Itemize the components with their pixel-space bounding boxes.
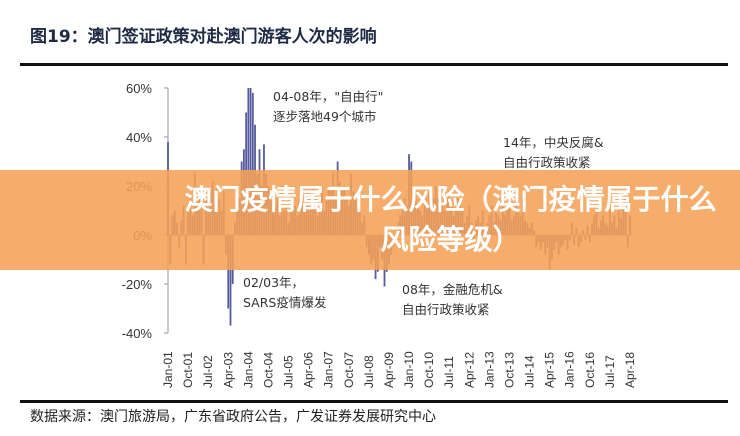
x-tick-label: Oct-16 — [583, 352, 597, 388]
annotation-line: 自由行政策收紧 — [402, 302, 490, 317]
x-tick-label: Apr-18 — [623, 352, 637, 388]
chart-title: 图19：澳门签证政策对赴澳门游客人次的影响 — [30, 27, 377, 47]
annotation-sars: 02/03年， SARS疫情爆发 — [243, 273, 326, 313]
y-tick-label: -40% — [122, 326, 153, 341]
x-tick-label: Jul-02 — [201, 355, 215, 388]
x-tick-label: Jan-07 — [322, 351, 336, 388]
x-tick-label: Apr-15 — [543, 352, 557, 388]
banner-text: 澳门疫情属于什么风险（澳门疫情属于什么风险等级） — [184, 183, 717, 256]
annotation-line: 08年，金融危机& — [402, 282, 503, 297]
annotation-line: 逐步落地49个城市 — [273, 109, 377, 124]
annotation-free-travel: 04-08年，"自由行" 逐步落地49个城市 — [273, 87, 383, 127]
x-tick-label: Jan-04 — [241, 351, 255, 388]
x-tick-label: Apr-12 — [462, 352, 476, 388]
bar — [249, 88, 252, 235]
x-tick-label: Jul-05 — [282, 355, 296, 388]
annotation-line: 02/03年， — [243, 275, 305, 290]
x-tick-label: Jul-14 — [523, 355, 537, 388]
annotation-financial-crisis: 08年，金融危机& 自由行政策收紧 — [402, 280, 503, 320]
annotation-line: 04-08年，"自由行" — [273, 89, 384, 104]
x-tick-label: Apr-09 — [382, 352, 396, 388]
x-tick-label: Oct-07 — [342, 352, 356, 388]
x-tick-label: Apr-06 — [302, 352, 316, 388]
overlay-banner: 澳门疫情属于什么风险（澳门疫情属于什么风险等级） — [0, 170, 740, 270]
x-tick-label: Jul-08 — [362, 355, 376, 388]
x-tick-label: Jul-17 — [603, 355, 617, 388]
x-tick-label: Jan-01 — [161, 351, 175, 388]
x-tick-label: Jan-10 — [402, 351, 416, 388]
bottom-rule — [20, 400, 728, 403]
bar — [251, 92, 254, 236]
annotation-line: 自由行政策收紧 — [503, 155, 591, 170]
x-tick-label: Apr-03 — [221, 352, 235, 388]
bar — [247, 88, 250, 235]
x-tick-label: Jan-13 — [482, 351, 496, 388]
x-tick-label: Jan-16 — [563, 351, 577, 388]
x-tick-label: Oct-01 — [181, 352, 195, 388]
x-tick-label: Oct-04 — [261, 352, 275, 388]
x-tick-label: Oct-10 — [422, 352, 436, 388]
x-tick-label: Oct-13 — [502, 352, 516, 388]
annotation-line: 14年，中央反腐& — [503, 135, 604, 150]
source-note: 数据来源：澳门旅游局，广东省政府公告，广发证券发展研究中心 — [30, 409, 436, 425]
bar — [229, 235, 232, 326]
bar — [227, 235, 230, 309]
y-tick-label: -20% — [122, 277, 153, 292]
top-rule — [20, 63, 728, 66]
annotation-anticorruption: 14年，中央反腐& 自由行政策收紧 — [503, 133, 604, 173]
x-tick-label: Jul-11 — [442, 356, 456, 388]
y-tick-label: 40% — [126, 130, 152, 145]
y-tick-label: 60% — [126, 81, 152, 96]
annotation-line: SARS疫情爆发 — [243, 295, 327, 310]
